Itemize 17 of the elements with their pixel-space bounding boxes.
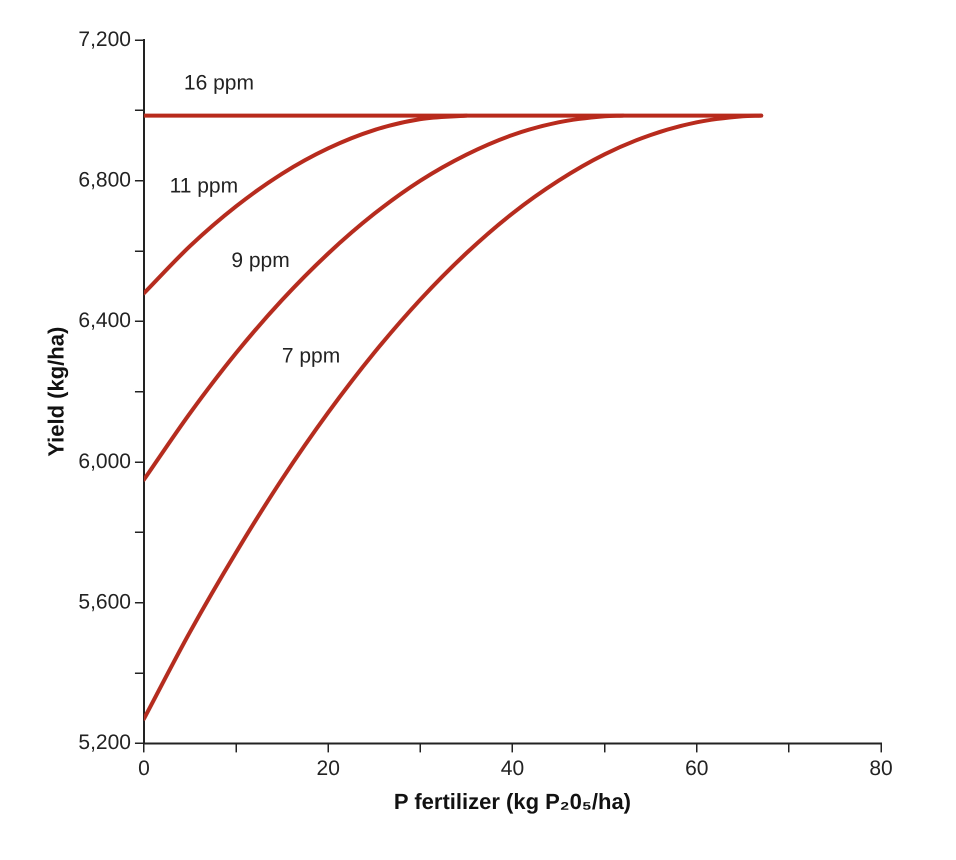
x-tick-label: 20 <box>316 756 340 780</box>
x-tick-label: 60 <box>685 756 708 780</box>
series-label: 16 ppm <box>184 71 254 94</box>
series-label: 9 ppm <box>231 249 290 272</box>
y-tick-label: 6,000 <box>78 450 131 473</box>
series-label: 11 ppm <box>170 174 238 198</box>
x-axis-title: P fertilizer (kg P₂0₅/ha) <box>394 788 632 814</box>
x-tick-label: 0 <box>138 756 150 780</box>
y-tick-label: 6,400 <box>78 309 131 332</box>
y-axis-title: Yield (kg/ha) <box>43 326 68 457</box>
y-tick-label: 5,200 <box>78 731 131 754</box>
series-label: 7 ppm <box>282 344 340 368</box>
y-tick-label: 5,600 <box>78 590 131 614</box>
x-tick-label: 80 <box>869 756 893 780</box>
y-tick-label: 7,200 <box>78 28 131 51</box>
x-tick-label: 40 <box>500 756 524 780</box>
y-tick-label: 6,800 <box>78 168 131 192</box>
